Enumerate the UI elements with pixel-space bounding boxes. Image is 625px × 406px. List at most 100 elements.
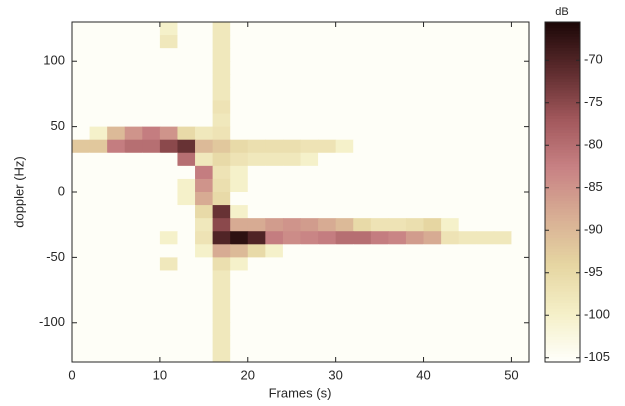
heatmap-cell xyxy=(388,48,407,62)
heatmap-cell xyxy=(458,348,477,363)
heatmap-cell xyxy=(282,61,301,75)
heatmap-cell xyxy=(265,139,284,154)
colorbar-tick-label: -100 xyxy=(584,307,610,322)
heatmap-cell xyxy=(511,100,530,115)
colorbar-swatch xyxy=(545,41,580,46)
heatmap-cell xyxy=(124,113,143,128)
heatmap-cell xyxy=(493,74,512,88)
colorbar-tick-label: -95 xyxy=(584,264,603,279)
colorbar-swatch xyxy=(545,180,580,184)
heatmap-cell xyxy=(142,283,161,298)
colorbar-swatch xyxy=(545,177,580,182)
heatmap-cell xyxy=(405,205,425,219)
heatmap-cell xyxy=(230,231,249,245)
heatmap-cell xyxy=(318,296,337,311)
heatmap-cell xyxy=(142,165,161,180)
colorbar-swatch xyxy=(545,214,580,218)
heatmap-cell xyxy=(405,283,425,298)
heatmap-cell xyxy=(177,244,196,258)
heatmap-cell xyxy=(265,231,284,245)
heatmap-cell xyxy=(142,309,161,324)
heatmap-cell xyxy=(335,139,354,154)
heatmap-cell xyxy=(124,348,143,363)
heatmap-cell xyxy=(405,192,425,206)
heatmap-cell xyxy=(107,87,126,101)
heatmap-cell xyxy=(142,178,161,193)
heatmap-cell xyxy=(282,192,301,206)
heatmap-cell xyxy=(89,152,108,167)
colorbar-swatch xyxy=(545,141,580,145)
heatmap-cell xyxy=(72,113,91,128)
heatmap-cell xyxy=(247,205,266,219)
colorbar-swatch xyxy=(545,132,580,136)
heatmap-cell xyxy=(458,205,477,219)
colorbar-swatch xyxy=(545,56,580,60)
colorbar-swatch xyxy=(545,104,580,108)
heatmap-cell xyxy=(142,22,161,36)
heatmap-cell xyxy=(212,126,231,141)
heatmap-cell xyxy=(195,48,214,62)
heatmap-cell xyxy=(282,348,301,363)
heatmap-cell xyxy=(177,126,196,141)
colorbar-swatch xyxy=(545,138,580,142)
heatmap-cell xyxy=(318,152,337,167)
heatmap-cell xyxy=(511,205,530,219)
heatmap-cell xyxy=(72,126,91,141)
heatmap-cell xyxy=(159,322,178,337)
heatmap-cell xyxy=(142,322,161,337)
heatmap-cell xyxy=(195,100,214,115)
heatmap-cell xyxy=(405,152,425,167)
heatmap-cell xyxy=(511,231,530,245)
heatmap-cell xyxy=(195,22,214,36)
y-axis-label: doppler (Hz) xyxy=(11,156,26,228)
heatmap-cell xyxy=(265,283,284,298)
heatmap-cell xyxy=(159,244,178,258)
heatmap-cell xyxy=(177,348,196,363)
heatmap-cell xyxy=(300,309,319,324)
heatmap-cell xyxy=(89,178,108,193)
heatmap-cell xyxy=(318,48,337,62)
heatmap-cell xyxy=(72,257,91,271)
heatmap-cell xyxy=(493,152,512,167)
colorbar-swatch xyxy=(545,226,580,230)
heatmap-cell xyxy=(265,309,284,324)
heatmap-cell xyxy=(405,113,425,128)
heatmap-cell xyxy=(107,152,126,167)
heatmap-cell xyxy=(247,100,266,115)
heatmap-cell xyxy=(405,61,425,75)
heatmap-cell xyxy=(405,126,425,141)
heatmap-cell xyxy=(282,165,301,180)
heatmap-cell xyxy=(72,205,91,219)
heatmap-cell xyxy=(177,152,196,167)
heatmap-cell xyxy=(423,218,442,232)
heatmap-cell xyxy=(89,244,108,258)
heatmap-cell xyxy=(265,100,284,115)
heatmap-cell xyxy=(282,139,301,154)
colorbar-swatch xyxy=(545,118,580,122)
heatmap-cell xyxy=(195,74,214,88)
colorbar-swatch xyxy=(545,316,580,320)
colorbar-swatch xyxy=(545,146,580,150)
heatmap-cell xyxy=(300,335,319,350)
heatmap-cell xyxy=(493,139,512,154)
heatmap-cell xyxy=(458,113,477,128)
heatmap-cell xyxy=(300,244,319,258)
colorbar-swatch xyxy=(545,73,580,77)
heatmap-cell xyxy=(335,335,354,350)
colorbar-swatch xyxy=(545,336,580,340)
colorbar-swatch xyxy=(545,268,580,272)
heatmap-cell xyxy=(265,126,284,141)
heatmap-cell xyxy=(423,74,442,88)
heatmap-cell xyxy=(493,35,512,49)
heatmap-cell xyxy=(159,218,178,232)
heatmap-cell xyxy=(89,296,108,311)
colorbar-tick-label: -105 xyxy=(584,349,610,364)
heatmap-cell xyxy=(282,257,301,271)
y-tick-label: -100 xyxy=(39,314,65,329)
heatmap-cell xyxy=(476,48,495,62)
heatmap-cell xyxy=(458,283,477,298)
heatmap-cell xyxy=(493,178,512,193)
heatmap-cell xyxy=(300,270,319,285)
colorbar-swatch xyxy=(545,81,580,85)
heatmap-cell xyxy=(159,335,178,350)
